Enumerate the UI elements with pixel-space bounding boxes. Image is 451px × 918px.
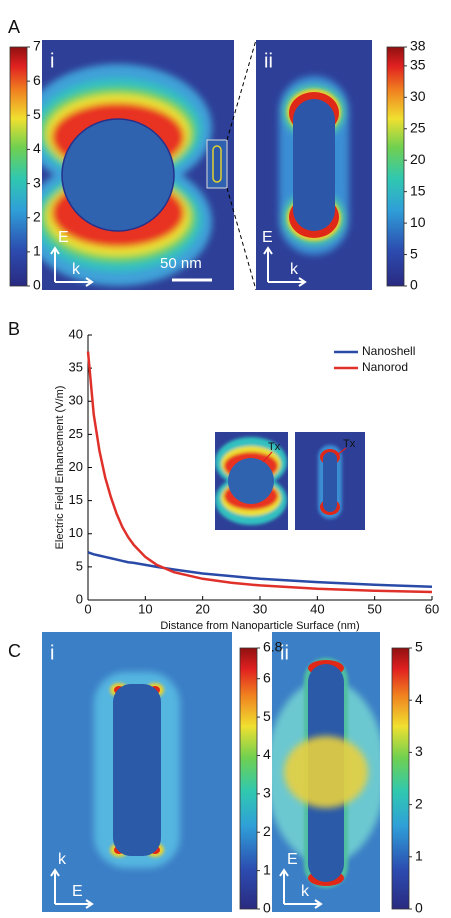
x-tick-label: 30 [253,601,267,616]
inset-label: Tx [343,438,356,450]
y-tick-label: 5 [76,558,83,573]
sub-label: i [50,642,54,664]
colorbar-tick-label: 0 [410,277,418,293]
sub-label: ii [280,642,289,664]
y-tick-label: 35 [69,360,83,375]
y-tick-label: 40 [69,326,83,341]
x-tick-label: 10 [138,601,152,616]
colorbar-tick-label: 4 [415,691,423,707]
axis-arrows [50,868,94,909]
colorbar-tick-label: 6.8 [263,639,283,655]
line [87,551,433,588]
line [86,351,433,594]
colorbar-tick-label: 10 [410,214,426,230]
heatmap [42,40,234,290]
colorbar-tick-label: 5 [410,245,418,261]
colorbar-tick-label: 1 [33,243,41,259]
x-axis-label: Distance from Nanoparticle Surface (nm) [160,620,359,632]
y-tick-label: 10 [69,525,83,540]
legend-label: Nanoshell [362,344,415,358]
k-label: k [290,261,299,278]
colorbar [239,647,258,910]
scale-label: 50 nm [160,255,202,272]
legend-label: Nanorod [362,360,408,374]
colorbar-tick-label: 5 [33,106,41,122]
heatmap [272,632,380,912]
colorbar-tick-label: 1 [415,848,423,864]
colorbar-tick-label: 3 [263,785,271,801]
colorbar-tick-label: 1 [263,861,271,877]
k-label: k [301,883,310,900]
colorbar-tick-label: 0 [415,900,423,916]
heatmap [42,632,232,912]
colorbar-tick-label: 2 [415,795,423,811]
x-tick-label: 40 [310,601,324,616]
colorbar-tick-label: 0 [263,900,271,916]
k-label: k [58,851,67,868]
y-axis-label: Electric Field Enhancement (V/m) [54,386,66,550]
colorbar-tick-label: 38 [410,38,426,54]
colorbar-tick-label: 2 [263,823,271,839]
e-label: E [262,229,273,246]
panel-label: B [8,319,20,339]
sub-label: ii [264,50,273,72]
colorbar-tick-label: 0 [33,277,41,293]
y-tick-label: 30 [69,393,83,408]
axis-arrows [263,246,307,287]
inset [295,432,365,530]
axis-arrows [279,868,323,909]
x-tick-label: 0 [84,601,91,616]
y-tick-label: 15 [69,492,83,507]
panel-label: A [8,17,20,37]
inset [215,432,288,530]
colorbar-tick-label: 7 [33,38,41,54]
k-label: k [72,261,81,278]
e-label: E [58,229,69,246]
y-tick-label: 0 [76,591,83,606]
colorbar-tick-label: 20 [410,151,426,167]
colorbar [9,46,28,287]
heatmap [256,40,372,290]
colorbar [386,46,405,287]
colorbar [391,647,410,910]
colorbar-tick-label: 30 [410,88,426,104]
colorbar-tick-label: 6 [33,72,41,88]
x-tick-label: 60 [425,601,439,616]
inset-label: Tx [268,441,281,453]
colorbar-tick-label: 4 [33,140,41,156]
inset-marker [262,451,273,463]
colorbar-tick-label: 3 [33,174,41,190]
colorbar-tick-label: 6 [263,669,271,685]
axis-arrows [50,246,94,287]
x-tick-label: 50 [367,601,381,616]
x-tick-label: 20 [195,601,209,616]
colorbar-tick-label: 3 [415,743,423,759]
colorbar-tick-label: 4 [263,746,271,762]
inset-marker [336,447,347,456]
colorbar-tick-label: 15 [410,182,426,198]
colorbar-tick-label: 35 [410,57,426,73]
y-tick-label: 25 [69,426,83,441]
colorbar-tick-label: 5 [415,639,423,655]
colorbar-tick-label: 5 [263,708,271,724]
colorbar-tick-label: 25 [410,119,426,135]
e-label: E [287,851,298,868]
e-label: E [72,883,83,900]
sub-label: i [50,50,54,72]
colorbar-tick-label: 2 [33,208,41,224]
panel-label: C [8,641,21,661]
y-tick-label: 20 [69,459,83,474]
